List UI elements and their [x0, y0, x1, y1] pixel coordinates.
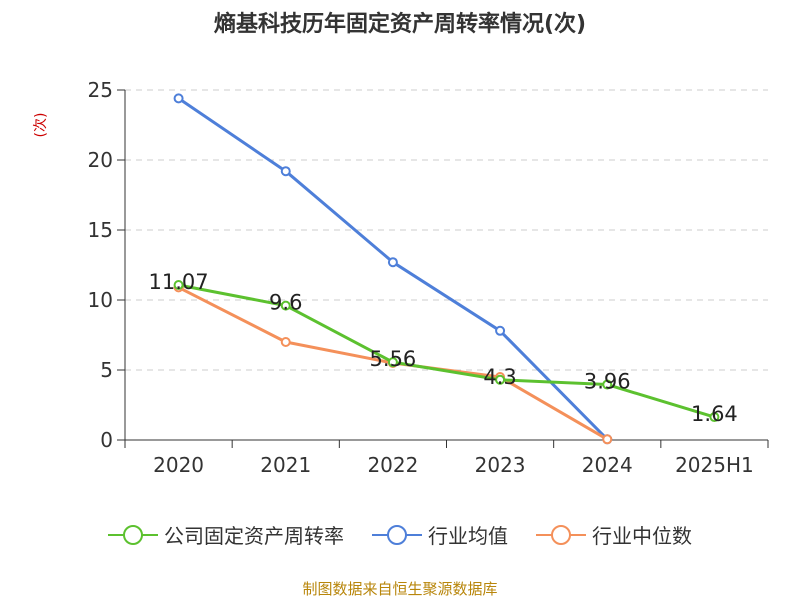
- chart-title: 熵基科技历年固定资产周转率情况(次): [213, 12, 587, 37]
- legend: 公司固定资产周转率 行业均值 行业中位数: [0, 520, 800, 549]
- data-point: [280, 166, 291, 177]
- y-tick-label: 20: [88, 148, 113, 172]
- series-line: [177, 97, 609, 441]
- series-line: [178, 283, 715, 419]
- legend-symbol-industry-median: [536, 524, 586, 545]
- data-point: [495, 325, 506, 336]
- y-tick-label: 15: [88, 218, 113, 242]
- legend-item-industry-median[interactable]: 行业中位数: [536, 520, 692, 549]
- legend-label-company: 公司固定资产周转率: [164, 524, 344, 548]
- data-point: [280, 300, 291, 311]
- x-tick-label: 2023: [475, 453, 526, 477]
- legend-symbol-industry-mean: [372, 524, 422, 545]
- data-label: 3.96: [584, 370, 631, 394]
- legend-label-industry-mean: 行业均值: [428, 524, 508, 548]
- y-tick-label: 10: [88, 288, 113, 312]
- data-point: [602, 379, 613, 390]
- data-point: [387, 357, 398, 368]
- legend-symbol-company: [108, 524, 158, 545]
- data-label: 5.56: [370, 347, 417, 371]
- x-tick-label: 2025H1: [675, 453, 754, 477]
- data-label: 9.6: [269, 291, 302, 315]
- x-tick-label: 2020: [153, 453, 204, 477]
- data-point: [280, 337, 291, 347]
- data-point: [602, 434, 613, 445]
- data-point: [495, 374, 506, 385]
- x-tick-label: 2022: [367, 453, 418, 477]
- data-point: [709, 412, 720, 423]
- x-tick-label: 2021: [260, 453, 311, 477]
- data-label: 4.3: [483, 365, 516, 389]
- y-tick-label: 25: [88, 78, 113, 102]
- legend-item-industry-mean[interactable]: 行业均值: [372, 520, 508, 549]
- data-label: 11.07: [149, 270, 209, 294]
- data-point: [173, 280, 184, 291]
- data-point: [387, 257, 398, 268]
- x-tick-label: 2024: [582, 453, 633, 477]
- data-point: [173, 93, 184, 104]
- data-source-note: 制图数据来自恒生聚源数据库: [302, 580, 498, 598]
- legend-label-industry-median: 行业中位数: [592, 524, 692, 548]
- data-label: 1.64: [691, 402, 738, 426]
- y-tick-label: 0: [100, 428, 113, 452]
- y-tick-label: 5: [100, 358, 113, 382]
- legend-item-company[interactable]: 公司固定资产周转率: [108, 520, 344, 549]
